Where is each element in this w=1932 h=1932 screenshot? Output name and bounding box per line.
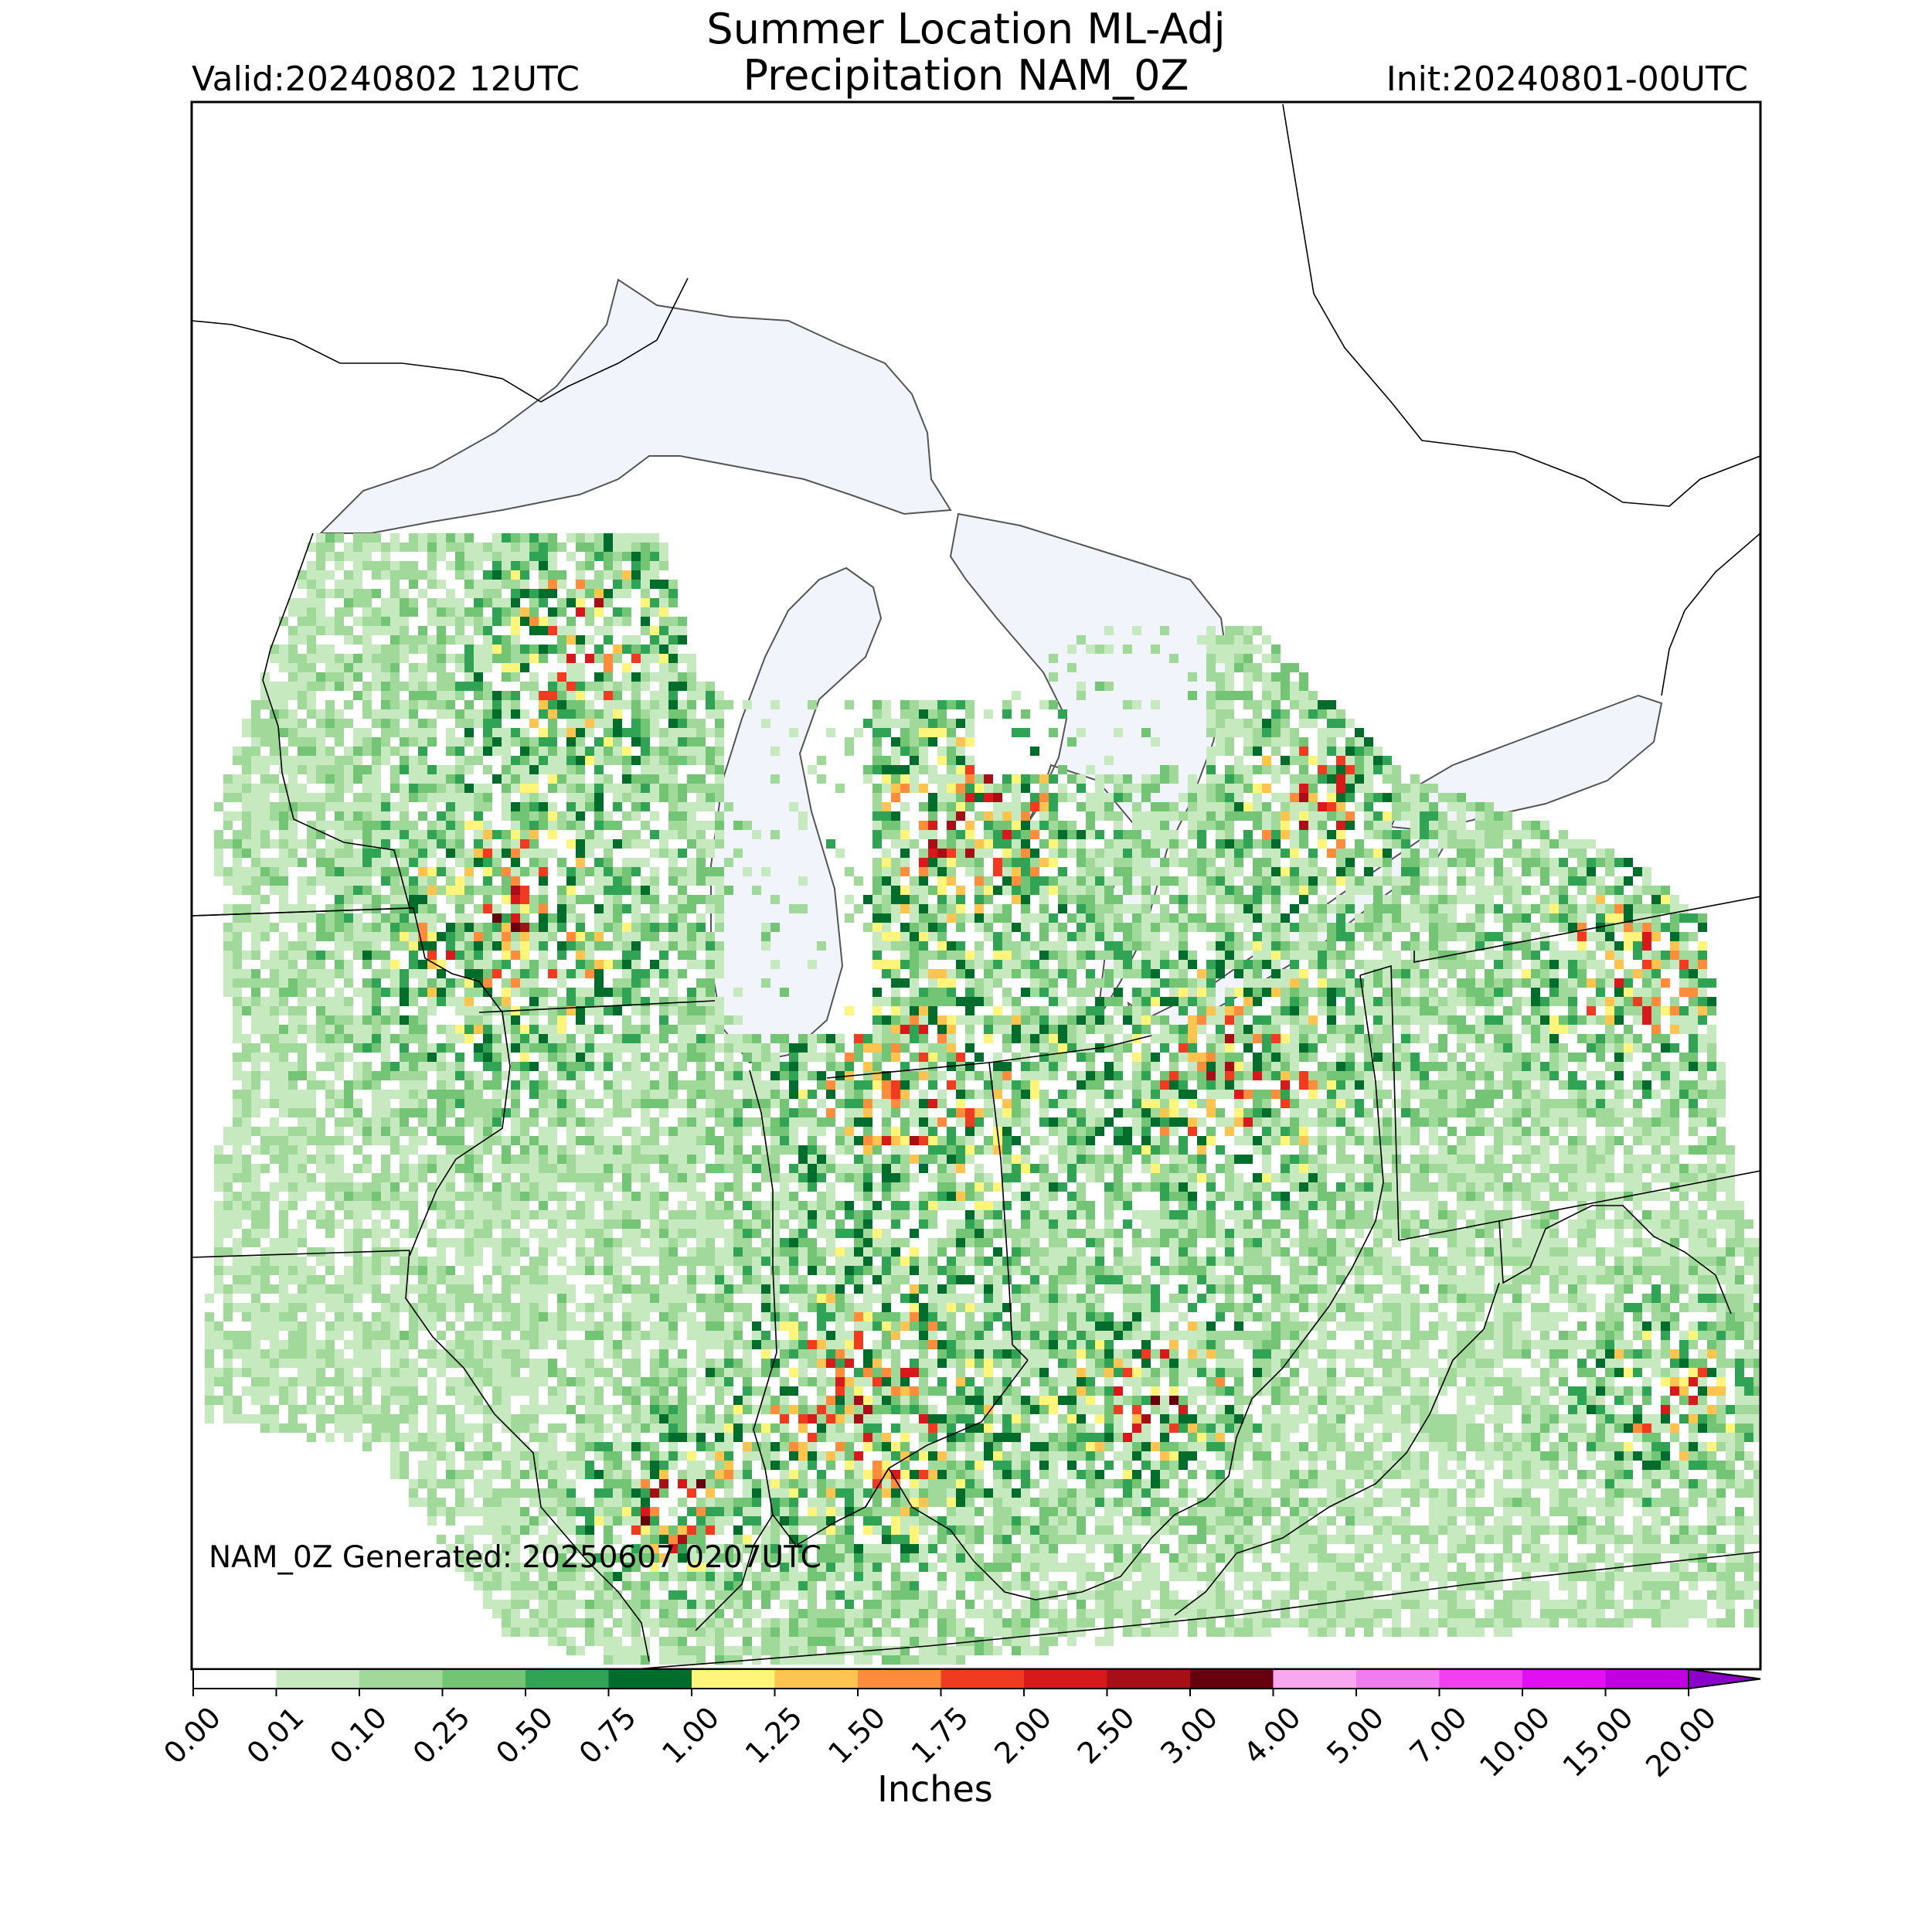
map-title-line2: Precipitation NAM_0Z: [743, 51, 1189, 100]
border-iowa-north: [192, 907, 410, 917]
colorbar-tick-label: 0.00: [157, 1700, 227, 1770]
border-pennsylvania-ny: [1413, 896, 1760, 963]
border-ohio-river: [865, 1468, 889, 1508]
init-time-label: Init:20240801-00UTC: [1386, 60, 1748, 99]
colorbar-bin-16: [1522, 1669, 1606, 1689]
colorbar-bin-14: [1356, 1669, 1440, 1689]
valid-time-label: Valid:20240802 12UTC: [192, 60, 580, 99]
colorbar-tick-label: 5.00: [1320, 1700, 1390, 1770]
border-indiana-ohio: [988, 1062, 1029, 1361]
colorbar-bin-3: [442, 1669, 526, 1689]
border-indiana-michigan: [826, 1062, 990, 1079]
colorbar-bin-2: [359, 1669, 443, 1689]
political-borders: [192, 104, 1760, 1669]
map-title-line1: Summer Location ML-Adj: [706, 5, 1226, 53]
border-pa-west: [1359, 964, 1400, 1241]
colorbar-bin-8: [858, 1669, 941, 1689]
colorbar-extend-arrow: [1688, 1668, 1761, 1690]
colorbar-tick-label: 3.00: [1154, 1700, 1224, 1770]
colorbar-tick-label: 1.75: [905, 1700, 975, 1770]
colorbar-tick-label: 0.01: [240, 1700, 311, 1770]
border-ohio-pennsylvania: [888, 975, 1384, 1600]
colorbar-bin-9: [940, 1669, 1025, 1689]
lake-michigan: [710, 566, 883, 1064]
colorbar-bin-5: [608, 1669, 692, 1689]
colorbar-bin-1: [276, 1669, 360, 1689]
colorbar-tick-label: 2.00: [988, 1700, 1058, 1770]
colorbar-bin-11: [1107, 1669, 1191, 1689]
colorbar-bin-4: [526, 1669, 609, 1689]
colorbar-tick-label: 1.00: [655, 1700, 726, 1770]
colorbar-bin-13: [1273, 1669, 1357, 1689]
border-michigan-ohio: [988, 1035, 1152, 1063]
colorbar-tick-label: 1.50: [821, 1700, 892, 1770]
border-wi-mn-north: [262, 532, 410, 909]
colorbar-bin-0: [193, 1669, 277, 1689]
border-wv-va: [1236, 1282, 1500, 1554]
colorbar-tick-label: 2.50: [1071, 1700, 1141, 1770]
border-us-canada: [192, 104, 1760, 696]
border-minnesota-wisconsin: [192, 907, 511, 1257]
border-wv-md: [1498, 1205, 1732, 1315]
colorbar-tick-label: 7.00: [1403, 1700, 1474, 1770]
border-wisconsin-illinois: [478, 1000, 716, 1013]
border-pa-south: [1398, 1170, 1760, 1241]
border-iowa-missouri: [192, 1250, 410, 1258]
generated-timestamp: NAM_0Z Generated: 20250607 0207UTC: [209, 1540, 821, 1575]
border-kentucky-tennessee: [633, 1551, 1760, 1669]
colorbar-bin-10: [1024, 1669, 1107, 1689]
lake-superior: [318, 278, 952, 534]
colorbar-bin-12: [1190, 1669, 1274, 1689]
colorbar-units-label: Inches: [877, 1768, 993, 1810]
colorbar-tick-label: 0.10: [323, 1700, 393, 1770]
colorbar-tick-label: 0.50: [489, 1700, 560, 1770]
colorbar-tick-label: 0.25: [406, 1700, 477, 1770]
border-illinois-indiana: [695, 1070, 777, 1631]
colorbar-bin-17: [1605, 1669, 1689, 1689]
colorbar-bin-15: [1439, 1669, 1523, 1689]
border-kentucky-east: [1174, 1553, 1237, 1616]
colorbar-bin-6: [692, 1669, 775, 1689]
colorbar-bin-7: [774, 1669, 859, 1689]
colorbar-tick-label: 4.00: [1237, 1700, 1308, 1770]
border-illinois-west: [405, 1250, 650, 1662]
colorbar-tick-label: 0.75: [573, 1700, 643, 1770]
colorbar-tick-label: 1.25: [739, 1700, 809, 1770]
